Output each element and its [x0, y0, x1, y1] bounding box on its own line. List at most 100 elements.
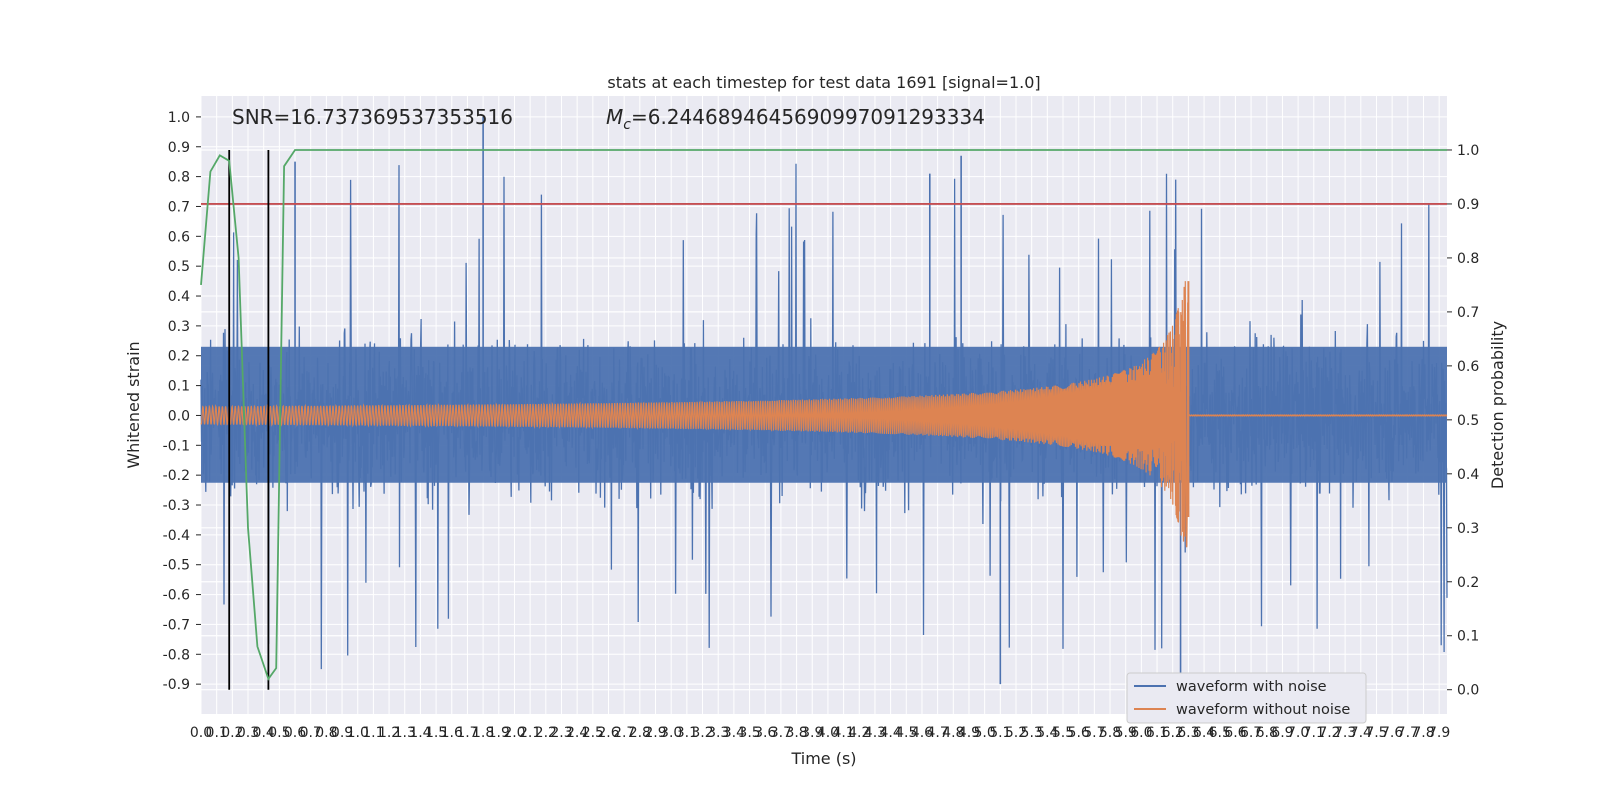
y-tick-label: 0.8	[168, 170, 190, 186]
x-tick-label: 0.8	[315, 725, 337, 741]
x-tick-label: 0.2	[221, 725, 243, 741]
x-tick-label: 1.5	[425, 725, 447, 741]
x-tick-label: 2.4	[566, 725, 588, 741]
mc-value: =6.2446894645690997091293334	[631, 105, 985, 129]
x-tick-label: 4.0	[817, 725, 839, 741]
overlay	[200, 149, 1447, 690]
x-tick-label: 4.8	[942, 725, 964, 741]
y2-tick-label: 0.4	[1457, 467, 1479, 483]
x-tick-label: 2.5	[582, 725, 604, 741]
y2-tick-label: 0.5	[1457, 413, 1479, 429]
x-tick-label: 3.4	[723, 725, 745, 741]
chart-title: stats at each timestep for test data 169…	[607, 73, 1040, 92]
y2-tick-label: 0.1	[1457, 629, 1479, 645]
x-tick-label: 4.7	[926, 725, 948, 741]
x-tick-label: 3.1	[676, 725, 698, 741]
axes-ticks: 0.00.10.20.30.40.50.60.70.80.91.01.11.21…	[163, 110, 1480, 741]
y-tick-label: 0.9	[168, 140, 190, 156]
y-tick-label: 0.3	[168, 319, 190, 335]
x-tick-label: 2.2	[535, 725, 557, 741]
x-tick-label: 5.7	[1083, 725, 1105, 741]
x-tick-label: 6.5	[1209, 725, 1231, 741]
mc-symbol: M	[606, 105, 623, 129]
legend-label-clean: waveform without noise	[1176, 702, 1350, 718]
legend-label-noise: waveform with noise	[1176, 679, 1327, 695]
x-tick-label: 0.6	[284, 725, 306, 741]
x-tick-label: 5.5	[1052, 725, 1074, 741]
x-tick-label: 7.4	[1350, 725, 1372, 741]
y-tick-label: -0.1	[163, 438, 190, 454]
x-tick-label: 4.4	[879, 725, 901, 741]
x-tick-label: 5.0	[974, 725, 996, 741]
x-tick-label: 5.2	[1005, 725, 1027, 741]
x-tick-label: 2.0	[503, 725, 525, 741]
x-tick-label: 6.3	[1177, 725, 1199, 741]
x-tick-label: 4.3	[864, 725, 886, 741]
x-tick-label: 1.9	[488, 725, 510, 741]
series-waveform-without-noise	[200, 281, 1448, 548]
x-tick-label: 6.0	[1130, 725, 1152, 741]
mc-subscript: c	[623, 117, 631, 133]
y2-tick-label: 1.0	[1457, 143, 1479, 159]
y-tick-label: -0.5	[163, 558, 190, 574]
y-tick-label: -0.2	[163, 468, 190, 484]
x-tick-label: 6.7	[1240, 725, 1262, 741]
x-tick-label: 3.3	[707, 725, 729, 741]
y-tick-label: -0.7	[163, 617, 190, 633]
x-tick-label: 4.5	[895, 725, 917, 741]
y2-tick-label: 0.0	[1457, 683, 1479, 699]
x-tick-label: 1.7	[456, 725, 478, 741]
x-tick-label: 7.9	[1428, 725, 1450, 741]
x-tick-label: 0.7	[300, 725, 322, 741]
y-tick-label: 0.6	[168, 229, 190, 245]
x-tick-label: 0.3	[237, 725, 259, 741]
x-tick-label: 5.3	[1021, 725, 1043, 741]
y-tick-label: 1.0	[168, 110, 190, 126]
x-tick-label: 7.5	[1365, 725, 1387, 741]
x-tick-label: 4.9	[958, 725, 980, 741]
legend-box	[1126, 672, 1367, 724]
y-tick-label: -0.6	[163, 588, 190, 604]
snr-annotation: SNR=16.737369537353516	[232, 105, 513, 129]
mc-annotation: Mc=6.2446894645690997091293334	[606, 105, 985, 133]
x-tick-label: 7.3	[1334, 725, 1356, 741]
y-tick-label: 0.1	[168, 379, 190, 395]
x-tick-label: 3.5	[738, 725, 760, 741]
x-tick-label: 3.9	[801, 725, 823, 741]
x-tick-label: 6.4	[1193, 725, 1215, 741]
x-tick-label: 6.6	[1224, 725, 1246, 741]
y-axis-label: Whitened strain	[124, 341, 143, 468]
y2-tick-label: 0.2	[1457, 575, 1479, 591]
x-tick-label: 3.6	[754, 725, 776, 741]
y-tick-label: 0.7	[168, 199, 190, 215]
x-tick-label: 7.2	[1318, 725, 1340, 741]
x-tick-label: 2.1	[519, 725, 541, 741]
x-tick-label: 4.2	[848, 725, 870, 741]
x-tick-label: 0.1	[206, 725, 228, 741]
y2-tick-label: 0.9	[1457, 197, 1479, 213]
x-tick-label: 5.6	[1068, 725, 1090, 741]
x-tick-label: 3.2	[691, 725, 713, 741]
x-tick-label: 5.9	[1115, 725, 1137, 741]
x-tick-label: 6.8	[1256, 725, 1278, 741]
y2-tick-label: 0.7	[1457, 305, 1479, 321]
x-tick-label: 6.9	[1271, 725, 1293, 741]
x-tick-label: 3.8	[785, 725, 807, 741]
x-tick-label: 0.4	[253, 725, 275, 741]
x-tick-label: 1.6	[441, 725, 463, 741]
x-tick-label: 0.5	[268, 725, 290, 741]
x-tick-label: 1.4	[409, 725, 431, 741]
x-tick-label: 2.9	[644, 725, 666, 741]
x-tick-label: 6.2	[1162, 725, 1184, 741]
x-tick-label: 3.7	[770, 725, 792, 741]
x-tick-label: 2.3	[550, 725, 572, 741]
x-tick-label: 7.6	[1381, 725, 1403, 741]
x-tick-label: 2.6	[597, 725, 619, 741]
y-tick-label: -0.4	[163, 528, 190, 544]
y-tick-label: 0.2	[168, 349, 190, 365]
y2-tick-label: 0.3	[1457, 521, 1479, 537]
x-tick-label: 7.0	[1287, 725, 1309, 741]
x-tick-label: 7.1	[1303, 725, 1325, 741]
x-tick-label: 6.1	[1146, 725, 1168, 741]
